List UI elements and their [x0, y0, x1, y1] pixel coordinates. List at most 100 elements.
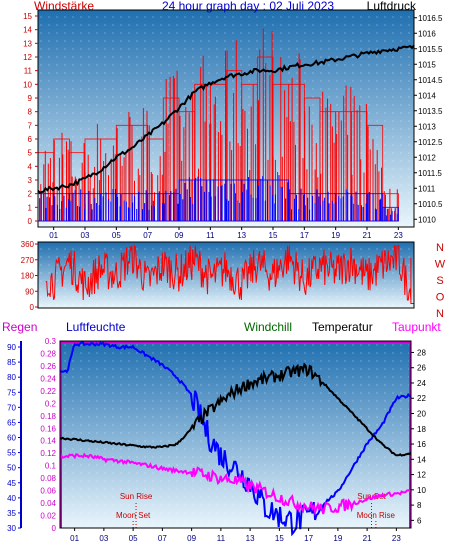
time-tick-label: 15	[275, 534, 284, 543]
rain-tick-label: 0.14	[40, 437, 56, 446]
pressure-tick-label: 1013.5	[418, 107, 443, 116]
wind-tick-label: 8	[28, 108, 33, 117]
pressure-tick-label: 1011	[418, 184, 436, 193]
humidity-tick-label: 50	[7, 464, 16, 473]
temperature-label: Temperatur	[312, 320, 373, 334]
time-tick-label: 07	[158, 534, 167, 543]
time-tick-label: 01	[49, 231, 58, 240]
wind-tick-label: 1	[28, 203, 33, 212]
time-tick-label: 11	[217, 534, 226, 543]
wind-axis-label: Windstärke	[34, 0, 94, 13]
humidity-line	[59, 341, 412, 537]
rain-tick-label: 0.12	[40, 449, 56, 458]
temperature-humidity-chart: Moon Set Sun Rise Sun Set Moon Rise 30 35 40 4…	[2, 320, 441, 543]
direction-line	[45, 244, 412, 301]
rain-tick-label: 0.28	[40, 349, 56, 358]
temperature-tick-label: 8	[417, 501, 422, 510]
pressure-tick-label: 1010.5	[418, 200, 443, 209]
wind-tick-label: 12	[23, 53, 32, 62]
event-label: Sun Rise	[120, 492, 153, 501]
wind-pressure-chart: 012345678910111213141510101010.510111011…	[23, 0, 443, 240]
dewpoint-label: Taupunkt	[392, 320, 441, 334]
rain-tick-label: 0.06	[40, 487, 56, 496]
rain-tick-label: 0.24	[40, 374, 56, 383]
humidity-tick-label: 85	[7, 358, 16, 367]
chart-title: 24 hour graph day : 02 Juli 2023	[162, 0, 334, 13]
wind-tick-label: 2	[28, 190, 33, 199]
humidity-tick-label: 45	[7, 479, 16, 488]
time-tick-label: 03	[99, 534, 108, 543]
time-tick-label: 15	[269, 231, 278, 240]
time-tick-label: 17	[304, 534, 313, 543]
time-tick-label: 07	[143, 231, 152, 240]
temperature-tick-label: 6	[417, 516, 422, 525]
direction-tick-label: 0	[30, 303, 35, 312]
pressure-tick-label: 1015	[418, 60, 436, 69]
wind-tick-label: 3	[28, 176, 33, 185]
temperature-tick-label: 16	[417, 440, 426, 449]
rain-tick-label: 0	[52, 524, 57, 533]
rain-tick-label: 0.16	[40, 424, 56, 433]
rain-tick-label: 0.08	[40, 474, 56, 483]
compass-label: N	[436, 242, 444, 254]
direction-tick-label: 90	[25, 287, 34, 296]
temperature-line	[59, 362, 412, 457]
rain-tick-label: 0.04	[40, 499, 56, 508]
windchill-label: Windchill	[244, 320, 292, 334]
humidity-label: Luftfeuchte	[66, 320, 126, 334]
temperature-tick-label: 26	[417, 364, 426, 373]
wind-tick-label: 0	[28, 217, 33, 226]
time-tick-label: 13	[246, 534, 255, 543]
direction-tail	[410, 258, 414, 304]
rain-label: Regen	[2, 320, 37, 334]
compass-label: S	[436, 275, 443, 287]
temperature-tick-label: 14	[417, 455, 426, 464]
wind-tick-label: 6	[28, 135, 33, 144]
time-tick-label: 19	[333, 534, 342, 543]
wind-tick-label: 13	[23, 39, 32, 48]
temperature-tick-label: 24	[417, 379, 426, 388]
humidity-tick-label: 80	[7, 373, 16, 382]
pressure-tick-label: 1013	[418, 122, 436, 131]
pressure-tick-label: 1015.5	[418, 45, 443, 54]
wind-tick-label: 9	[28, 94, 33, 103]
event-label: Moon Set	[116, 511, 151, 520]
dewpoint-line	[59, 452, 412, 517]
time-tick-label: 23	[394, 231, 403, 240]
rain-tick-label: 0.1	[45, 462, 57, 471]
pressure-line	[37, 44, 415, 194]
compass-label: O	[436, 292, 445, 304]
time-tick-label: 05	[112, 231, 121, 240]
temperature-tick-label: 10	[417, 486, 426, 495]
rain-tick-label: 0.18	[40, 412, 56, 421]
time-tick-label: 17	[300, 231, 309, 240]
humidity-tick-label: 55	[7, 449, 16, 458]
humidity-tick-label: 30	[7, 524, 16, 533]
time-tick-label: 05	[129, 534, 138, 543]
humidity-tick-label: 90	[7, 343, 16, 352]
time-tick-label: 21	[363, 231, 372, 240]
time-tick-label: 21	[363, 534, 372, 543]
direction-tick-label: 180	[21, 272, 35, 281]
wind-tick-label: 11	[24, 67, 33, 76]
time-tick-label: 19	[331, 231, 340, 240]
rain-tick-label: 0.02	[40, 512, 56, 521]
time-tick-label: 03	[81, 231, 90, 240]
wind-tick-label: 15	[23, 12, 32, 21]
compass-label: N	[436, 308, 444, 320]
time-tick-label: 13	[237, 231, 246, 240]
wind-tick-label: 7	[28, 121, 33, 130]
wind-tick-label: 14	[23, 26, 32, 35]
pressure-tick-label: 1010	[418, 215, 436, 224]
humidity-tick-label: 70	[7, 403, 16, 412]
time-tick-label: 09	[187, 534, 196, 543]
rain-tick-label: 0.3	[45, 337, 57, 346]
rain-tick-label: 0.2	[45, 399, 57, 408]
pressure-axis-label: Luftdruck	[367, 0, 417, 13]
event-label: Sun Set	[357, 492, 386, 501]
pressure-tick-label: 1011.5	[418, 169, 442, 178]
direction-tick-label: 360	[21, 240, 35, 249]
direction-tick-label: 270	[21, 256, 35, 265]
